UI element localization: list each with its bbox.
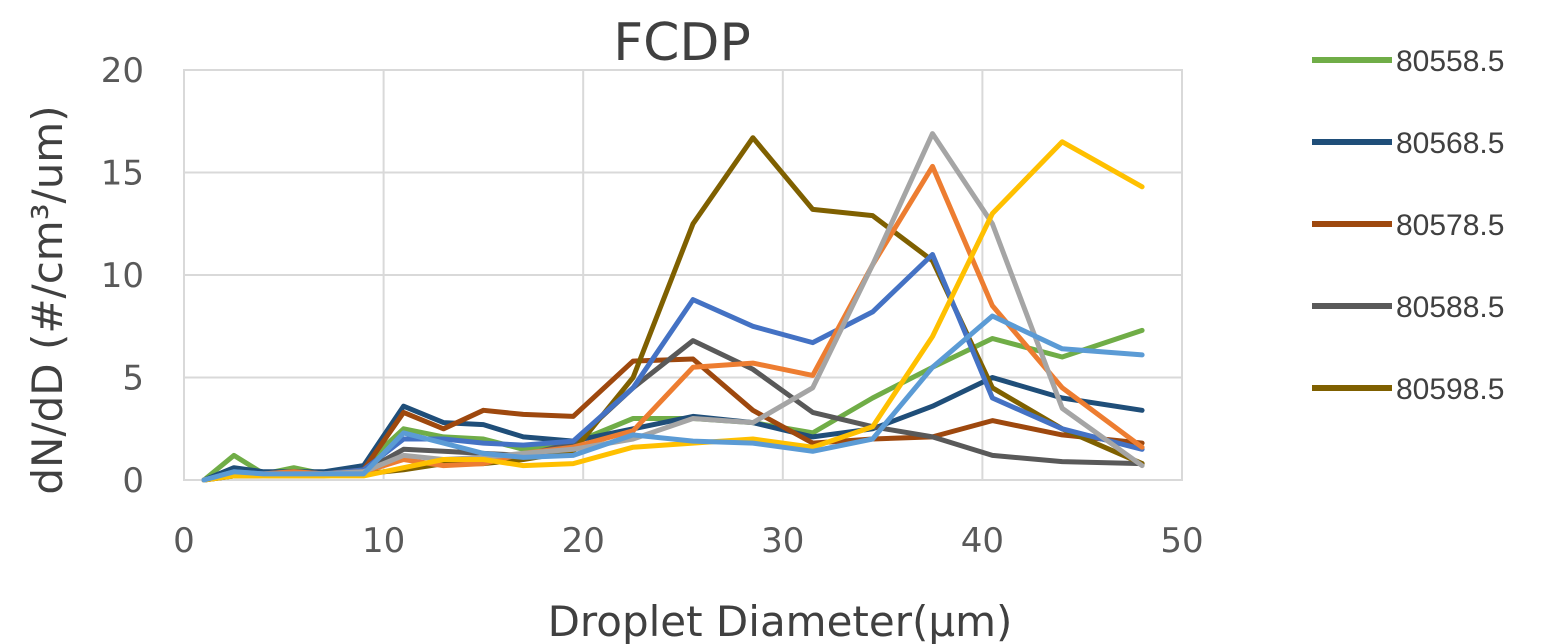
legend-label: 80578.5	[1396, 209, 1504, 242]
legend-label: 80568.5	[1396, 127, 1504, 160]
series-line	[201, 135, 1145, 483]
series-line	[201, 327, 1145, 483]
x-tick-label: 0	[173, 521, 195, 561]
y-tick-label: 0	[122, 461, 144, 501]
y-tick-label: 5	[122, 359, 144, 399]
x-axis-label: Droplet Diameter(μm)	[548, 597, 1013, 644]
chart-title: FCDP	[613, 13, 751, 73]
x-tick-label: 20	[562, 521, 605, 561]
y-tick-label: 10	[101, 256, 144, 296]
x-tick-label: 40	[961, 521, 1004, 561]
legend: 80558.5 80568.5 80578.5 80588.5 80598.5	[1312, 45, 1504, 406]
y-axis-label: dN/dD (#/cm³/um)	[23, 105, 72, 494]
series-line	[201, 313, 1145, 483]
series-line	[201, 163, 1145, 483]
y-tick-label: 15	[101, 154, 144, 194]
series-line	[201, 139, 1145, 483]
legend-label: 80588.5	[1396, 291, 1504, 324]
y-tick-label: 20	[101, 51, 144, 91]
plot-area	[183, 69, 1183, 481]
x-tick-label: 50	[1160, 521, 1203, 561]
legend-label: 80558.5	[1396, 45, 1504, 78]
y-axis-ticks: 0 5 10 15 20	[101, 51, 144, 501]
series-line	[201, 131, 1145, 483]
x-tick-label: 10	[362, 521, 405, 561]
series-lines	[201, 131, 1145, 483]
x-tick-label: 30	[761, 521, 804, 561]
legend-label: 80598.5	[1396, 373, 1504, 406]
x-axis-ticks: 0 10 20 30 40 50	[173, 521, 1203, 561]
